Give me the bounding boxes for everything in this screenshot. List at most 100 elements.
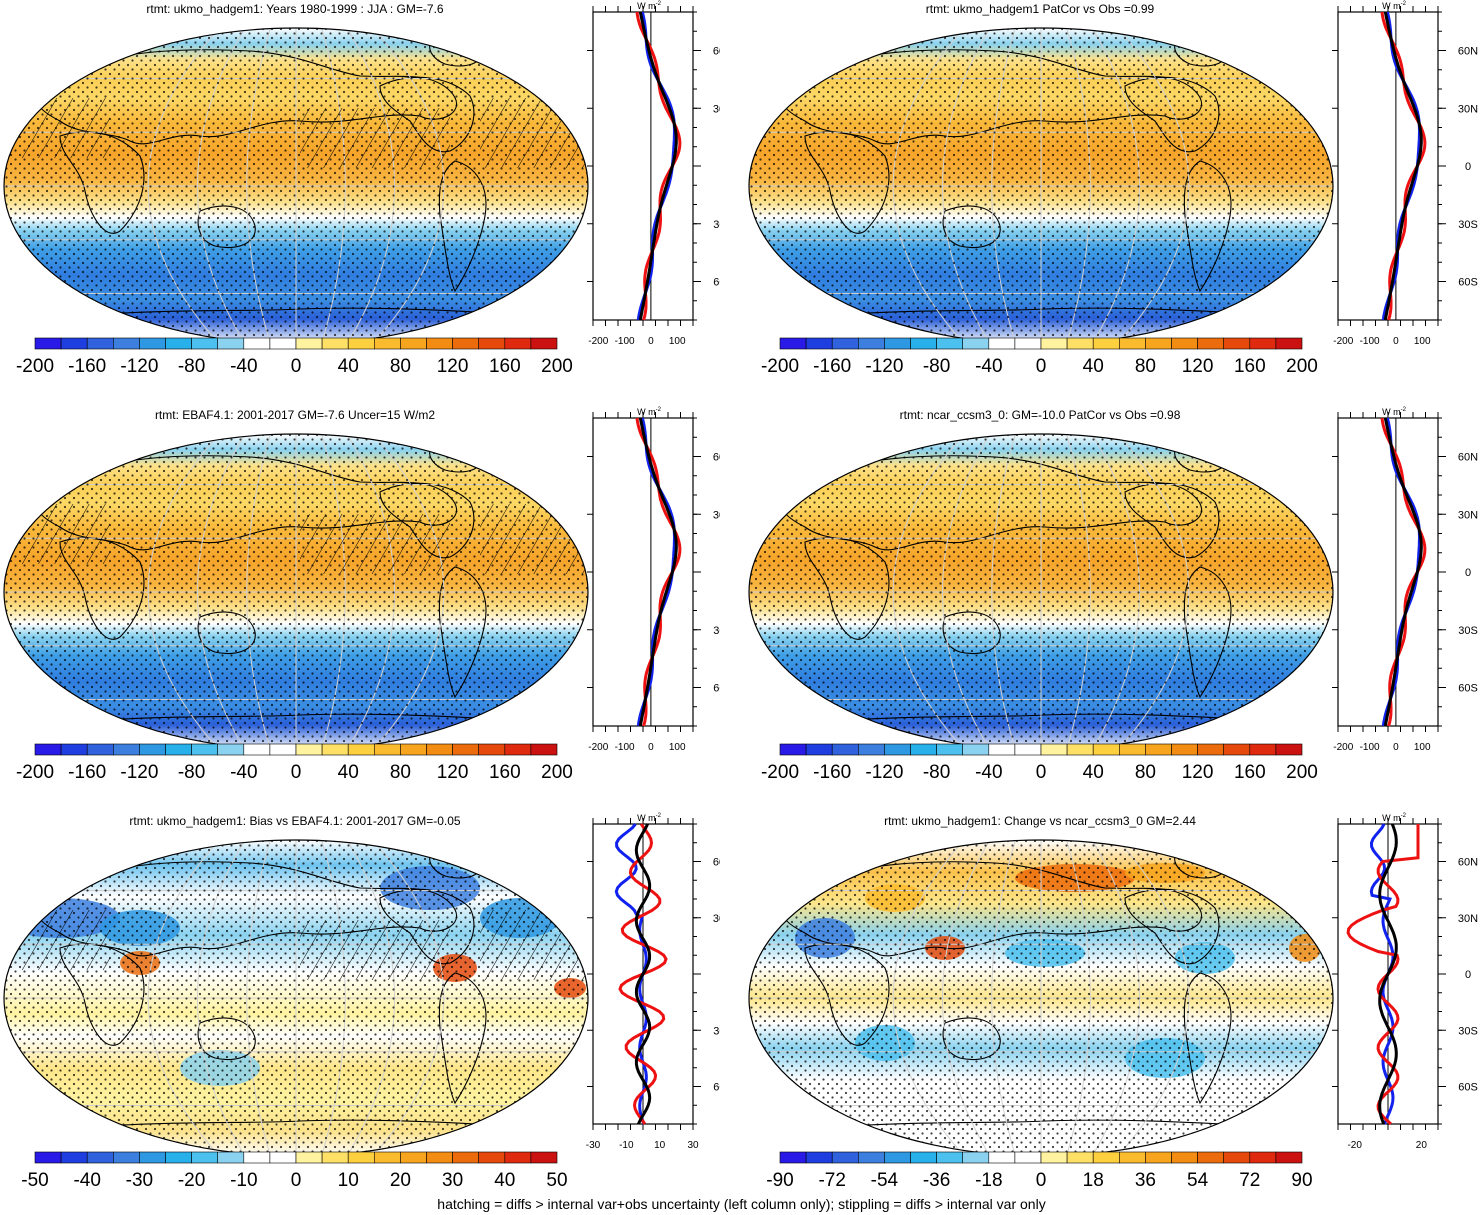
colorbar-swatch — [426, 337, 453, 350]
colorbar-label: -40 — [975, 762, 1002, 783]
colorbar-swatch — [86, 337, 114, 350]
panel-3: rtmt: EBAF4.1: 2001-2017 GM=-7.6 Uncer=1… — [0, 406, 733, 796]
colorbar-label: -160 — [813, 762, 851, 783]
profile-lat-label: 30S — [713, 1025, 720, 1037]
colorbar-label: 40 — [1083, 356, 1104, 377]
colorbar-swatch — [805, 743, 833, 756]
colorbar-swatch — [530, 743, 558, 756]
colorbar-label: -40 — [230, 356, 257, 377]
colorbar-swatch — [191, 743, 219, 756]
colorbar-swatch — [1092, 743, 1120, 756]
colorbar-label: 0 — [1036, 356, 1047, 377]
colorbar-swatch — [988, 743, 1016, 756]
colorbar-label: -50 — [21, 1170, 48, 1191]
colorbar-label: -80 — [178, 356, 205, 377]
colorbar-swatch — [1118, 1151, 1146, 1164]
stippling — [4, 840, 588, 1156]
colorbar-label: 50 — [546, 1170, 567, 1191]
colorbar-swatch — [831, 337, 859, 350]
panel-2: rtmt: ukmo_hadgem1 PatCor vs Obs =0.99 -… — [745, 0, 1483, 390]
colorbar-swatch — [988, 1151, 1016, 1164]
colorbar-swatch — [191, 337, 219, 350]
colorbar-label: 200 — [541, 356, 573, 377]
profile-x-label: 10 — [654, 1140, 666, 1151]
colorbar-swatch — [1171, 743, 1198, 756]
colorbar-swatch — [191, 1151, 219, 1164]
colorbar-label: 0 — [291, 356, 302, 377]
colorbar-swatch — [60, 743, 88, 756]
profile-lat-label: 30N — [713, 509, 720, 521]
colorbar-swatch — [400, 1151, 427, 1164]
profile-lat-label: 30S — [713, 625, 720, 637]
colorbar-label: 80 — [390, 762, 411, 783]
colorbar-swatch — [113, 1151, 140, 1164]
colorbar-swatch — [1092, 1151, 1120, 1164]
colorbar-swatch — [34, 337, 62, 350]
profile-lat-label: 60N — [1458, 452, 1478, 464]
colorbar-swatch — [805, 337, 833, 350]
colorbar-swatch — [269, 743, 297, 756]
profile-lat-label: 60N — [713, 46, 720, 58]
colorbar-swatch — [217, 743, 245, 756]
colorbar-swatch — [269, 1151, 297, 1164]
colorbar-label: 160 — [489, 762, 521, 783]
profile-lat-label: 60S — [713, 277, 720, 289]
colorbar-label: -80 — [923, 762, 950, 783]
colorbar-swatch — [910, 337, 937, 350]
colorbar-label: 160 — [1234, 762, 1266, 783]
colorbar-swatch — [321, 1151, 349, 1164]
colorbar-label: 200 — [541, 762, 573, 783]
panel-5: rtmt: ukmo_hadgem1: Bias vs EBAF4.1: 200… — [0, 812, 733, 1192]
colorbar-swatch — [1197, 1151, 1225, 1164]
colorbar-swatch — [1171, 337, 1198, 350]
colorbar-swatch — [347, 337, 375, 350]
stippling — [749, 434, 1333, 750]
colorbar-swatch — [60, 337, 88, 350]
profile-lat-label: 0 — [1465, 161, 1471, 173]
profile-x-label: 0 — [1393, 742, 1399, 753]
profile-lat-label: 60N — [713, 857, 720, 869]
colorbar-label: -160 — [68, 762, 106, 783]
colorbar-swatch — [139, 337, 166, 350]
colorbar-swatch — [452, 1151, 480, 1164]
colorbar-label: 80 — [1135, 356, 1156, 377]
profile-x-label: 100 — [1414, 742, 1431, 753]
colorbar-label: -200 — [761, 356, 799, 377]
colorbar-swatch — [1040, 1151, 1068, 1164]
colorbar-swatch — [1249, 1151, 1277, 1164]
colorbar-swatch — [1275, 337, 1303, 350]
profile-lat-label: 30S — [713, 219, 720, 231]
colorbar: -90 -72 -54 -36 -18 0 18 36 54 72 90 — [766, 1151, 1313, 1191]
colorbar-swatch — [60, 1151, 88, 1164]
colorbar-label: 80 — [390, 356, 411, 377]
colorbar-swatch — [1249, 743, 1277, 756]
colorbar-swatch — [962, 743, 990, 756]
profile-frame — [592, 11, 694, 321]
colorbar-swatch — [400, 337, 427, 350]
profile-lat-label: 30N — [1458, 509, 1478, 521]
profile-lat-label: 60N — [1458, 857, 1478, 869]
colorbar-label: 0 — [1036, 762, 1047, 783]
colorbar-swatch — [910, 743, 937, 756]
profile-line-black — [1378, 823, 1398, 1125]
colorbar-swatch — [452, 743, 480, 756]
colorbar-swatch — [1145, 337, 1172, 350]
colorbar-swatch — [243, 743, 271, 756]
map-field — [749, 840, 1333, 1156]
colorbar-swatch — [858, 743, 885, 756]
colorbar-swatch — [1145, 743, 1172, 756]
colorbar-swatch — [373, 743, 401, 756]
colorbar: -200 -160 -120 -80 -40 0 40 80 120 160 200 — [761, 337, 1318, 377]
colorbar-label: -120 — [865, 762, 903, 783]
colorbar-swatch — [1223, 743, 1251, 756]
colorbar-label: 40 — [338, 762, 359, 783]
colorbar-label: -30 — [126, 1170, 153, 1191]
colorbar-label: 40 — [338, 356, 359, 377]
colorbar-label: 160 — [489, 356, 521, 377]
hatching — [300, 920, 450, 980]
profile-unit: W m-2 — [637, 1, 661, 11]
profile-x-label: 30 — [687, 1140, 699, 1151]
colorbar-swatch — [217, 337, 245, 350]
